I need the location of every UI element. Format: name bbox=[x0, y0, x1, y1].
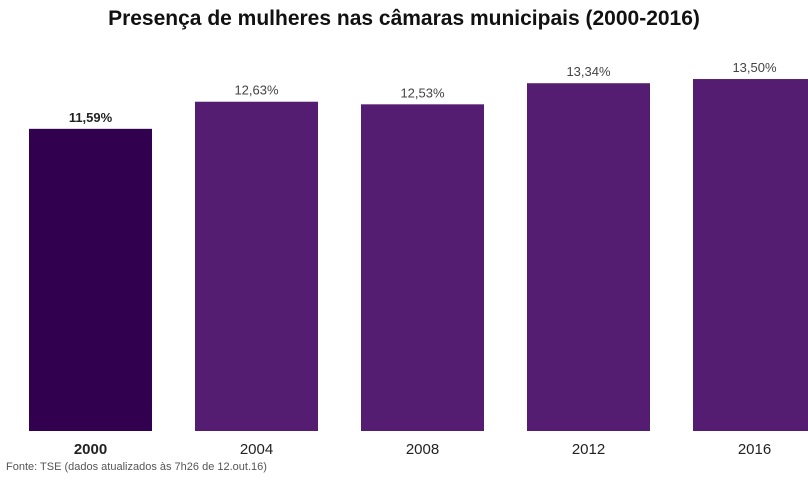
x-tick-label-2000: 2000 bbox=[74, 441, 107, 458]
value-label-2008: 12,53% bbox=[400, 85, 445, 100]
bar-2008 bbox=[361, 104, 484, 431]
value-label-2004: 12,63% bbox=[234, 83, 279, 98]
bar-2004 bbox=[195, 101, 318, 431]
x-tick-label-2012: 2012 bbox=[572, 441, 605, 458]
value-label-2016: 13,50% bbox=[732, 60, 777, 75]
bar-2016 bbox=[693, 79, 808, 432]
x-tick-label-2016: 2016 bbox=[738, 441, 771, 458]
value-label-2012: 13,34% bbox=[566, 64, 611, 79]
x-tick-label-2004: 2004 bbox=[240, 441, 273, 458]
x-tick-label-2008: 2008 bbox=[406, 441, 439, 458]
value-label-2000: 11,59% bbox=[69, 110, 113, 125]
source-note: Fonte: TSE (dados atualizados às 7h26 de… bbox=[6, 461, 267, 473]
bar-2000 bbox=[29, 128, 152, 431]
chart-title: Presença de mulheres nas câmaras municip… bbox=[108, 7, 700, 30]
bar-2012 bbox=[527, 83, 650, 431]
